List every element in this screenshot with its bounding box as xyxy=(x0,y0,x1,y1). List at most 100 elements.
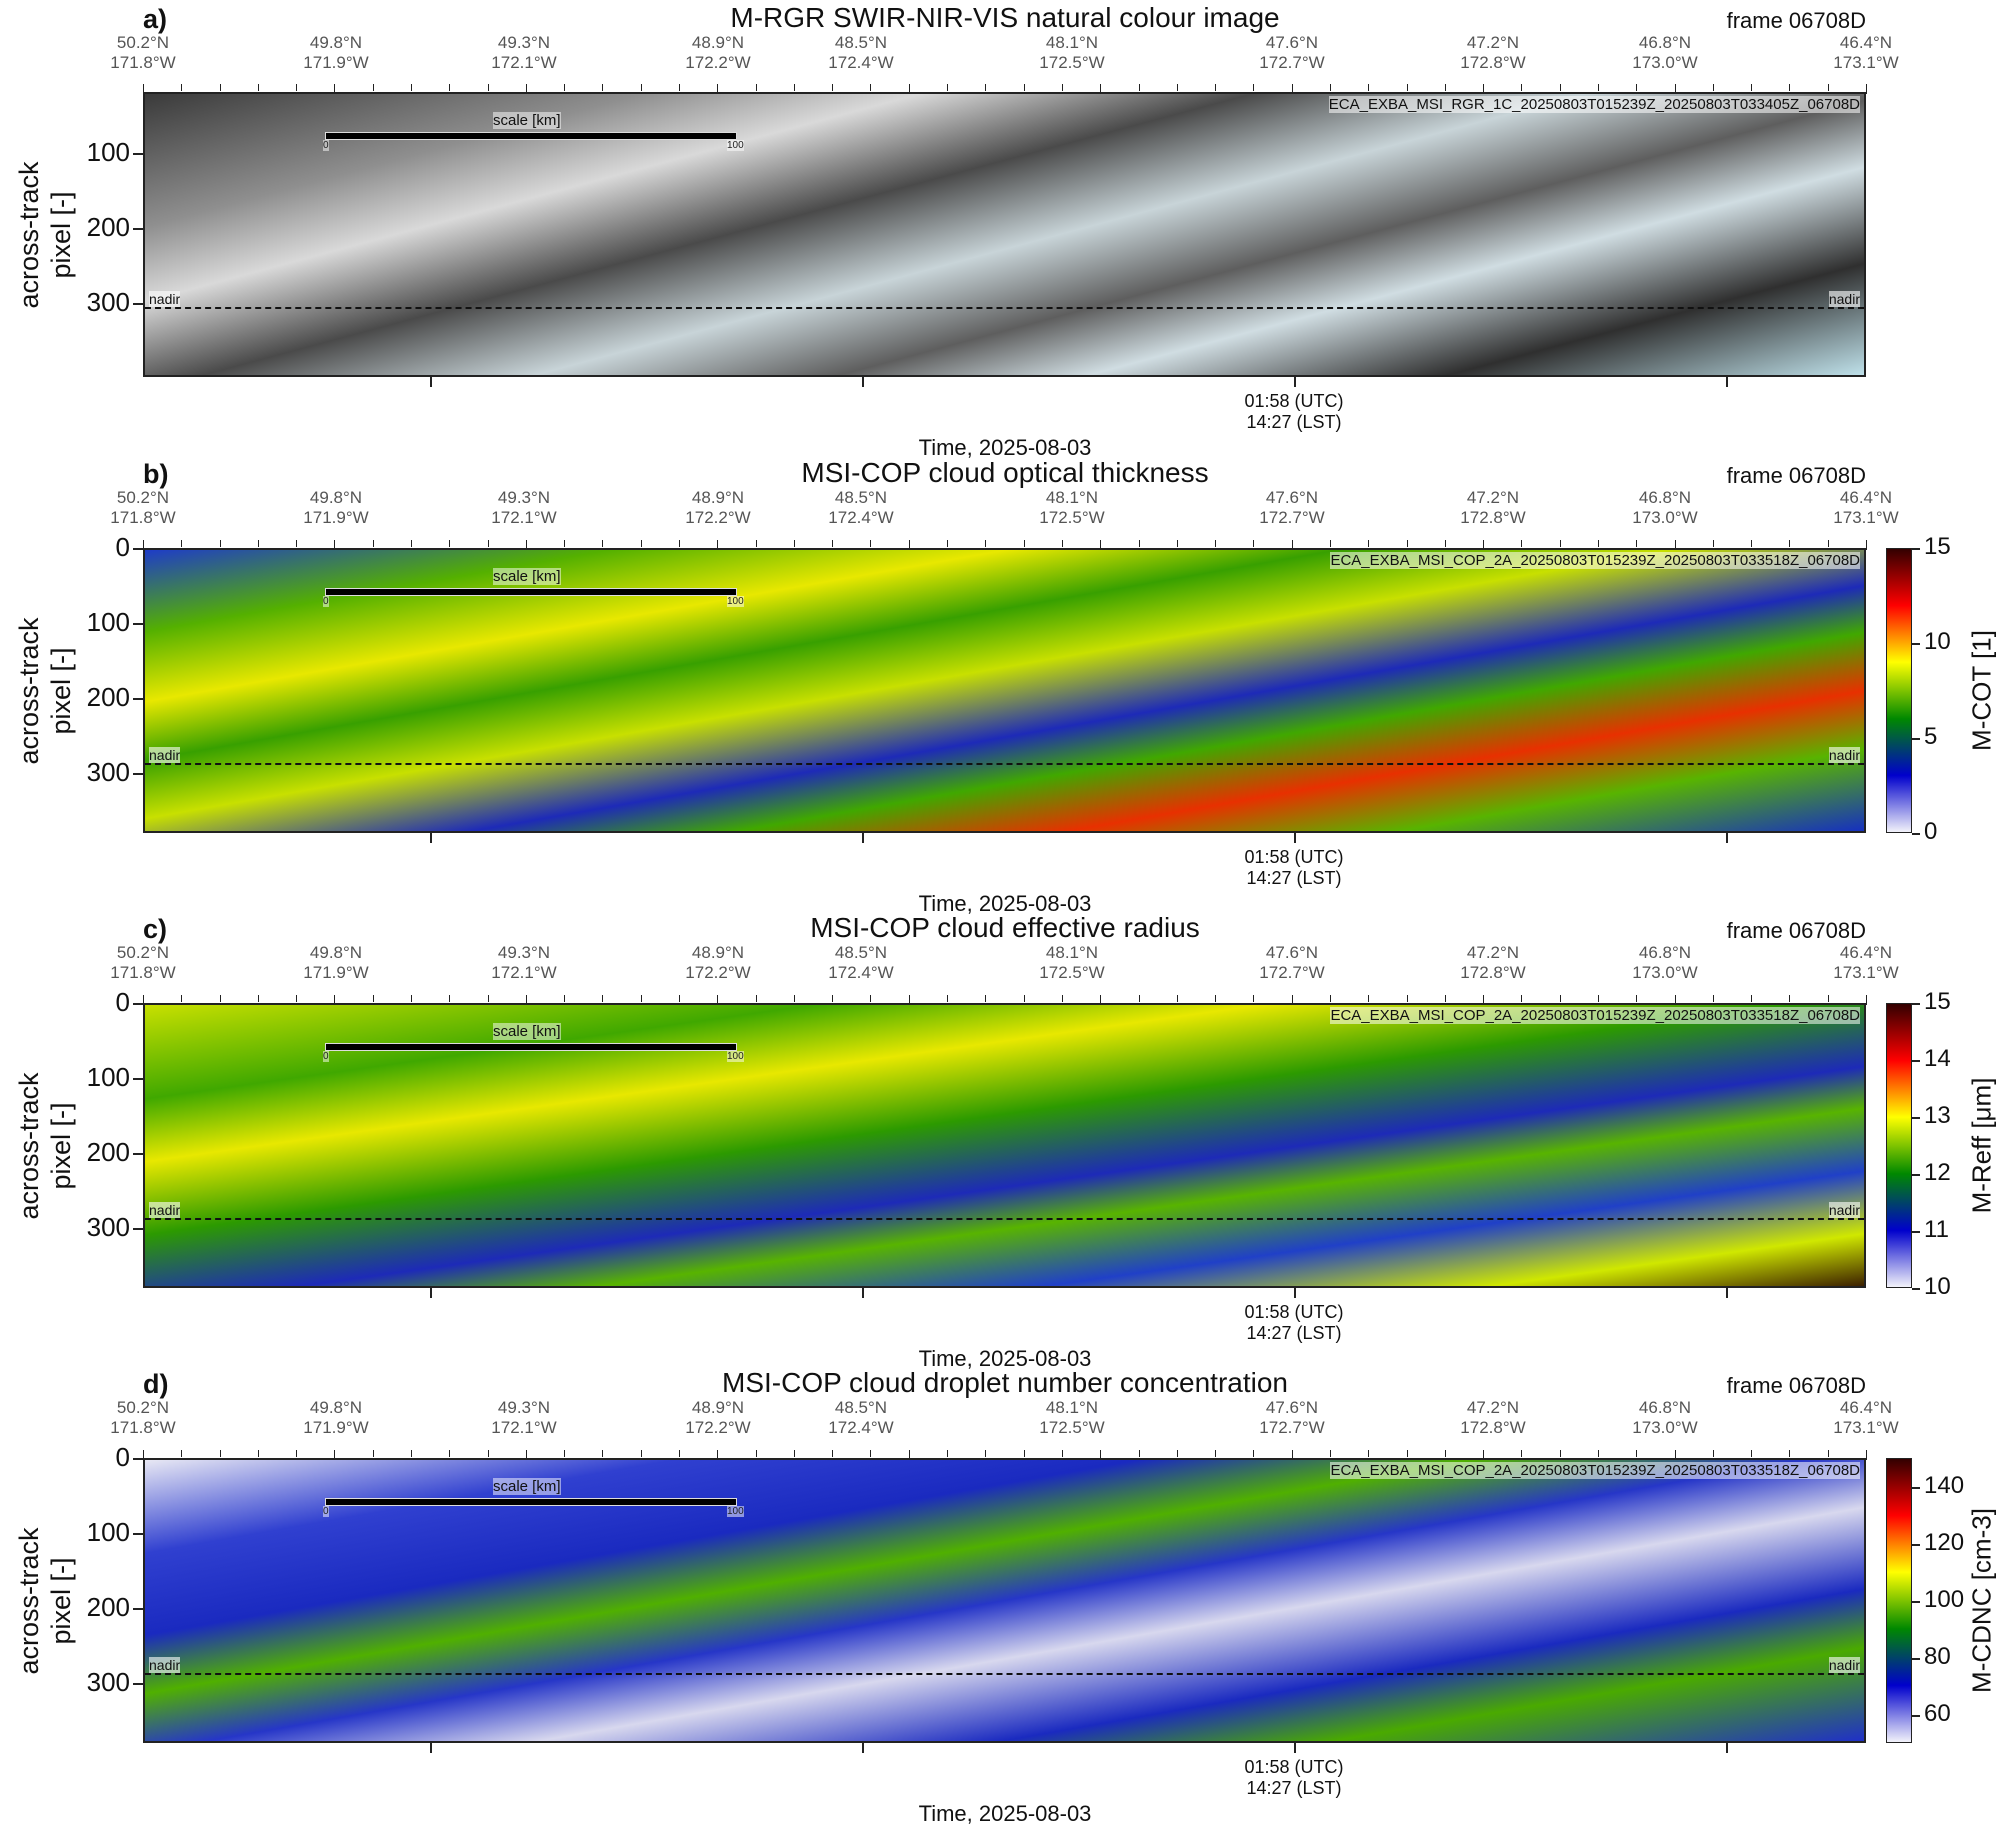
product-filename: ECA_EXBA_MSI_COP_2A_20250803T015239Z_202… xyxy=(1330,552,1860,569)
x-minor-tick xyxy=(372,84,374,91)
y-tick xyxy=(133,228,143,230)
coord-label: 48.1°N 172.5°W xyxy=(992,943,1152,983)
coord-lon: 173.0°W xyxy=(1632,508,1698,527)
x-minor-tick xyxy=(487,1450,489,1457)
coord-lon: 171.9°W xyxy=(303,963,369,982)
x-minor-tick xyxy=(679,540,681,547)
y-tick xyxy=(133,1228,143,1230)
nadir-label-left: nadir xyxy=(149,1657,181,1673)
product-filename: ECA_EXBA_MSI_COP_2A_20250803T015239Z_202… xyxy=(1330,1007,1860,1024)
x-minor-tick xyxy=(947,540,949,547)
coord-label: 49.3°N 172.1°W xyxy=(444,1398,604,1438)
x-minor-tick xyxy=(755,995,757,1002)
x-minor-tick xyxy=(1866,540,1867,550)
x-minor-tick xyxy=(1559,84,1561,91)
y-tick xyxy=(133,1683,143,1685)
x-axis-label: Time, 2025-08-03 xyxy=(918,891,1092,916)
x-minor-tick xyxy=(1866,995,1867,1005)
y-axis-label-line1: across-track xyxy=(14,1526,44,1675)
y-tick xyxy=(133,1003,143,1005)
x-minor-tick xyxy=(296,540,298,547)
panel-label: a) xyxy=(143,4,168,34)
x-minor-tick xyxy=(1291,540,1293,550)
x-minor-tick xyxy=(525,995,527,1005)
x-major-tick xyxy=(1294,1743,1296,1753)
coord-lon: 173.0°W xyxy=(1632,1418,1698,1437)
x-minor-tick xyxy=(908,995,910,1005)
coord-lon: 172.5°W xyxy=(1039,963,1105,982)
x-minor-tick xyxy=(1406,995,1408,1002)
coord-lon: 172.7°W xyxy=(1259,508,1325,527)
x-minor-tick xyxy=(1061,1450,1063,1457)
x-minor-tick xyxy=(870,995,872,1002)
x-major-tick xyxy=(862,833,864,843)
x-minor-tick xyxy=(1100,995,1102,1005)
x-minor-tick xyxy=(717,84,719,94)
colorbar xyxy=(1886,548,1912,833)
coord-label: 48.5°N 172.4°W xyxy=(781,33,941,73)
coord-lat: 49.3°N xyxy=(497,488,551,507)
x-major-tick xyxy=(1726,377,1728,387)
x-minor-tick xyxy=(1483,995,1485,1005)
x-minor-tick xyxy=(1176,84,1178,91)
coord-label: 46.8°N 173.0°W xyxy=(1585,33,1745,73)
panel-label: b) xyxy=(143,459,169,489)
x-minor-tick xyxy=(1636,84,1638,91)
x-minor-tick xyxy=(1483,540,1485,550)
coord-lat: 48.5°N xyxy=(834,33,888,52)
scale-bar-end: 100 xyxy=(727,1506,744,1517)
x-minor-tick xyxy=(1329,1450,1331,1457)
x-minor-tick xyxy=(1291,1450,1293,1460)
x-minor-tick xyxy=(1559,1450,1561,1457)
x-minor-tick xyxy=(143,540,144,550)
coord-lat: 49.3°N xyxy=(497,943,551,962)
x-minor-tick xyxy=(679,995,681,1002)
coord-label: 48.9°N 172.2°W xyxy=(638,33,798,73)
y-tick-label: 300 xyxy=(86,1667,130,1697)
y-tick-label: 0 xyxy=(115,532,130,562)
x-minor-tick xyxy=(1751,84,1753,91)
x-minor-tick xyxy=(1253,995,1255,1002)
coord-lon: 172.7°W xyxy=(1259,53,1325,72)
coord-lat: 46.8°N xyxy=(1638,1398,1692,1417)
x-minor-tick xyxy=(1100,540,1102,550)
coord-lon: 172.1°W xyxy=(491,508,557,527)
coord-label: 49.3°N 172.1°W xyxy=(444,33,604,73)
x-minor-tick xyxy=(449,84,451,91)
x-minor-tick xyxy=(143,84,144,94)
coord-lat: 47.2°N xyxy=(1466,1398,1520,1417)
x-minor-tick xyxy=(1789,995,1791,1002)
time-tick-label: 01:58 (UTC) 14:27 (LST) xyxy=(1194,391,1394,433)
coord-lat: 48.9°N xyxy=(691,943,745,962)
x-minor-tick xyxy=(1406,540,1408,547)
x-minor-tick xyxy=(296,84,298,91)
y-tick xyxy=(133,773,143,775)
time-tick-label: 01:58 (UTC) 14:27 (LST) xyxy=(1194,847,1394,889)
x-minor-tick xyxy=(1215,1450,1217,1457)
y-tick xyxy=(133,1533,143,1535)
x-axis-label: Time, 2025-08-03 xyxy=(918,1346,1092,1371)
colorbar-tick-label: 5 xyxy=(1924,723,1938,750)
scale-bar xyxy=(325,132,737,140)
y-tick xyxy=(133,548,143,550)
x-minor-tick xyxy=(832,995,834,1002)
scale-bar-label: scale [km] xyxy=(493,568,561,585)
coord-label: 47.2°N 172.8°W xyxy=(1413,943,1573,983)
x-minor-tick xyxy=(1712,995,1714,1002)
x-minor-tick xyxy=(1061,84,1063,91)
colorbar-label: M-Reff [μm] xyxy=(1966,1077,1997,1213)
x-minor-tick xyxy=(487,995,489,1002)
time-lst: 14:27 (LST) xyxy=(1246,1778,1342,1798)
x-minor-tick xyxy=(1023,540,1025,547)
x-axis-label: Time, 2025-08-03 xyxy=(918,435,1092,460)
x-minor-tick xyxy=(1483,84,1485,94)
x-major-tick xyxy=(1294,1288,1296,1298)
coord-lon: 173.1°W xyxy=(1833,508,1899,527)
coord-lon: 172.4°W xyxy=(828,508,894,527)
frame-label: frame 06708D xyxy=(1726,918,1866,943)
heatmap-image: nadir nadir ECA_EXBA_MSI_COP_2A_20250803T0… xyxy=(143,1003,1866,1288)
coord-label: 48.9°N 172.2°W xyxy=(638,943,798,983)
y-axis-label-line1: across-track xyxy=(14,616,44,765)
x-minor-tick xyxy=(1559,540,1561,547)
coord-lon: 171.8°W xyxy=(110,1418,176,1437)
